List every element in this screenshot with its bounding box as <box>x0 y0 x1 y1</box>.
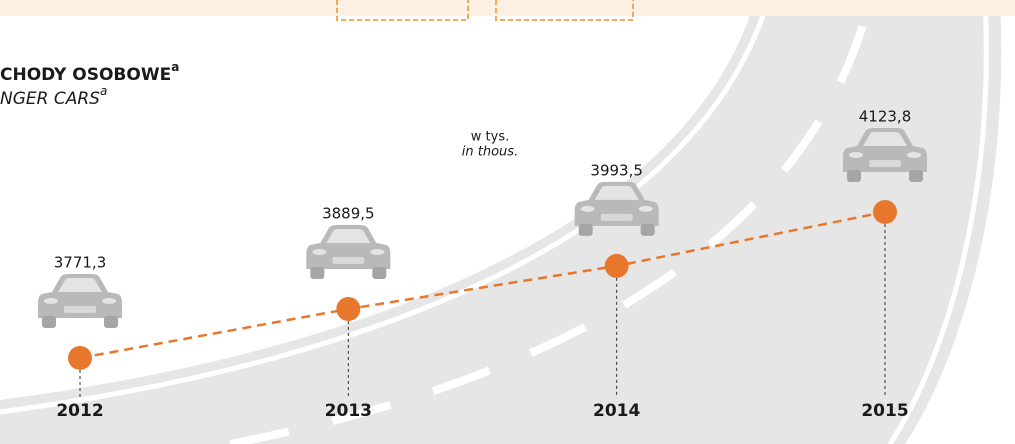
car-light <box>907 151 921 158</box>
title-text: CHODY OSOBOWE <box>0 65 171 85</box>
car-wheel <box>310 267 325 280</box>
value-label: 3993,5 <box>590 161 643 179</box>
car-wheel <box>847 169 861 182</box>
car-body <box>306 225 391 270</box>
car-icon <box>574 181 659 236</box>
car-window <box>326 229 371 244</box>
chart-subtitle: NGER CARSa <box>0 84 107 110</box>
car-body <box>574 181 659 226</box>
point <box>68 345 92 370</box>
car-wheel <box>578 223 593 236</box>
value-label: 3771,3 <box>54 253 107 271</box>
car-grille <box>64 305 96 313</box>
car-light <box>44 297 58 304</box>
chart-title: CHODY OSOBOWEa <box>0 60 179 86</box>
car-grille <box>600 213 633 221</box>
car-wheel <box>640 223 655 236</box>
top-strip <box>0 0 1015 16</box>
car-light <box>370 249 385 256</box>
car-icon <box>38 273 122 328</box>
car-light <box>312 249 327 256</box>
car-window <box>594 185 639 200</box>
car-grille <box>332 257 365 265</box>
subtitle-superscript: a <box>100 84 107 98</box>
car-body <box>843 127 927 172</box>
line <box>79 210 886 360</box>
car-body <box>38 273 122 318</box>
car-wheel <box>909 169 923 182</box>
point <box>873 199 897 224</box>
car-light <box>638 205 653 212</box>
lane-marking <box>229 0 874 444</box>
title-superscript: a <box>171 60 179 74</box>
x-tick-label: 2015 <box>861 401 908 421</box>
unit-label-en: in thous. <box>462 145 518 160</box>
x-tick-label: 2012 <box>56 401 103 421</box>
road-edge <box>887 0 989 444</box>
car-grille <box>869 159 901 167</box>
car-wheel <box>42 315 56 328</box>
car-icon <box>843 127 927 182</box>
value-label: 4123,8 <box>859 107 912 125</box>
car-wheel <box>104 315 118 328</box>
point <box>336 297 361 322</box>
car-light <box>580 205 595 212</box>
car-light <box>849 151 863 158</box>
car-wheel <box>372 267 387 280</box>
x-tick-label: 2013 <box>325 401 372 421</box>
car-window <box>863 131 907 146</box>
value-label: 3889,5 <box>322 205 375 223</box>
road-edge <box>0 0 768 412</box>
car-window <box>58 277 102 292</box>
car-light <box>102 297 116 304</box>
x-tick-label: 2014 <box>593 401 640 421</box>
point <box>604 253 629 278</box>
unit-label: w tys. <box>471 130 509 145</box>
subtitle-text: NGER CARS <box>0 89 100 109</box>
car-icon <box>306 225 391 280</box>
dashed-box <box>336 0 634 21</box>
